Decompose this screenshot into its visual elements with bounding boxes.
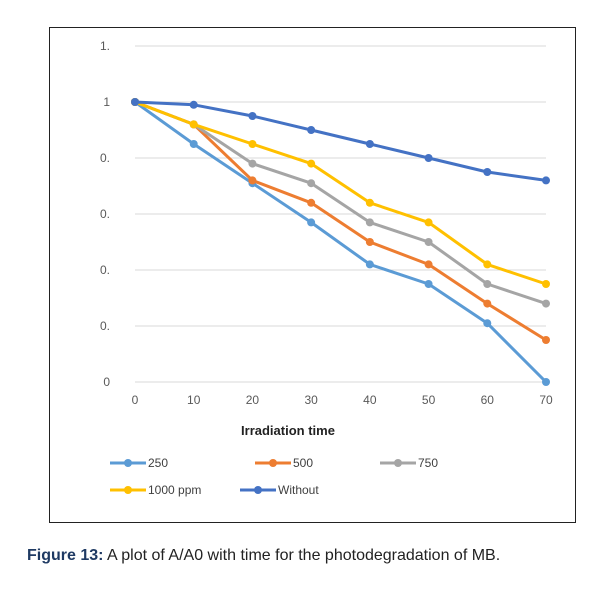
series-3 [131, 98, 550, 288]
x-tick-label: 70 [539, 393, 553, 407]
legend-label: Without [278, 483, 319, 497]
legend-marker [124, 459, 132, 467]
data-point [542, 299, 550, 308]
x-tick-label: 0 [132, 393, 139, 407]
data-point [483, 299, 492, 308]
y-tick-label: 0. [100, 207, 110, 221]
caption-label: Figure 13: [27, 547, 104, 564]
x-tick-label: 40 [363, 393, 377, 407]
legend-label: 1000 ppm [148, 483, 201, 497]
data-point [248, 140, 257, 148]
data-point [307, 126, 316, 134]
series-line [134, 100, 547, 306]
legend-marker [254, 486, 262, 494]
data-point [424, 260, 433, 269]
chart-frame: 0 0. 0. 0. 0. 1 1. 0 10 20 30 40 50 60 70 Irradiation… [49, 27, 576, 523]
data-point [189, 140, 198, 148]
data-point [248, 112, 257, 120]
series-2 [131, 98, 550, 308]
data-point [365, 198, 374, 207]
data-point [483, 280, 492, 288]
x-tick-label: 10 [187, 393, 201, 407]
y-tick-label: 1 [103, 95, 110, 109]
data-point [483, 260, 492, 269]
x-tick-label: 30 [304, 393, 318, 407]
data-point [542, 336, 550, 344]
data-point [424, 154, 433, 162]
y-tick-label: 0 [103, 375, 110, 389]
data-point [365, 218, 374, 227]
data-point [424, 280, 433, 288]
series-line [134, 100, 548, 384]
legend-item: 250 [110, 456, 168, 470]
y-tick-label: 0. [100, 319, 110, 333]
data-point [307, 159, 316, 168]
y-tick-label: 0. [100, 151, 110, 165]
legend-marker [124, 486, 132, 494]
data-point [307, 179, 316, 188]
data-point [424, 238, 433, 246]
legend-item: 1000 ppm [110, 483, 201, 497]
series-1 [131, 98, 550, 344]
y-tick-label: 0. [100, 263, 110, 277]
data-point [365, 260, 374, 269]
data-point [131, 98, 139, 106]
data-point [189, 100, 198, 109]
legend-marker [394, 459, 402, 467]
figure-caption: Figure 13: A plot of A/A0 with time for … [27, 544, 589, 567]
data-point [365, 238, 374, 246]
y-tick-label: 1. [100, 39, 110, 53]
data-point [307, 198, 316, 207]
legend-item: 750 [380, 456, 438, 470]
data-point [365, 140, 374, 148]
data-point [248, 176, 257, 185]
legend-item: 500 [255, 456, 313, 470]
series-line [134, 100, 547, 286]
caption-text: A plot of A/A0 with time for the photode… [103, 547, 501, 564]
line-chart: 0 0. 0. 0. 0. 1 1. 0 10 20 30 40 50 60 70 Irradiation… [100, 39, 553, 497]
data-point [307, 218, 316, 227]
series-4 [131, 98, 550, 185]
series-0 [131, 98, 550, 386]
x-tick-label: 20 [246, 393, 260, 407]
x-axis-title: Irradiation time [241, 423, 335, 438]
data-point [542, 378, 550, 386]
legend-label: 250 [148, 456, 168, 470]
data-point [424, 218, 433, 227]
legend-label: 500 [293, 456, 313, 470]
data-point [483, 319, 492, 328]
data-point [542, 176, 550, 185]
x-tick-label: 60 [481, 393, 495, 407]
legend-label: 750 [418, 456, 438, 470]
legend-item: Without [240, 483, 319, 497]
x-tick-label: 50 [422, 393, 436, 407]
data-point [248, 159, 257, 168]
legend-marker [269, 459, 277, 467]
series-line [134, 100, 547, 342]
data-point [483, 168, 492, 176]
data-point [189, 120, 198, 129]
series-line [134, 100, 547, 182]
data-point [542, 280, 550, 288]
